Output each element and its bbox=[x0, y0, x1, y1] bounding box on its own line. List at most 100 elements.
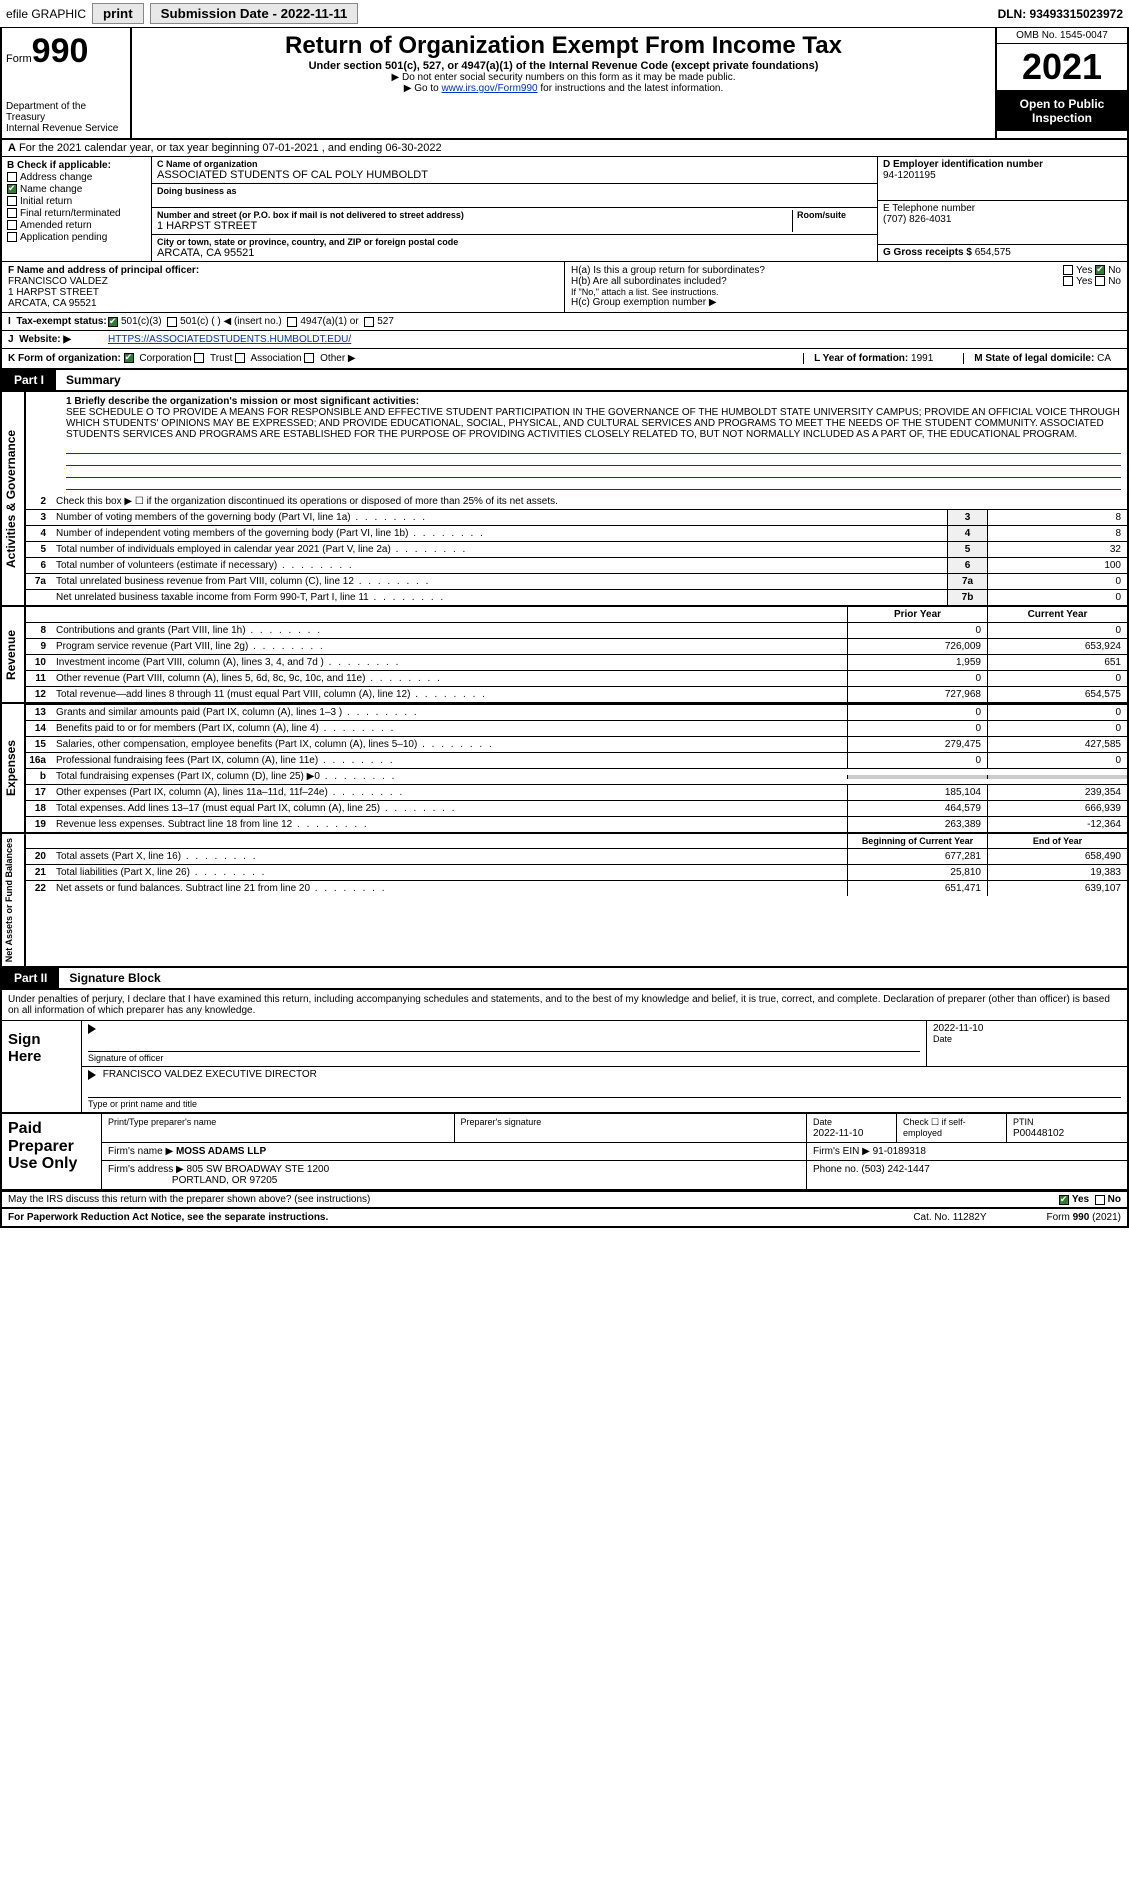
org-name: ASSOCIATED STUDENTS OF CAL POLY HUMBOLDT bbox=[157, 169, 872, 181]
expenses-section: Expenses 13Grants and similar amounts pa… bbox=[0, 704, 1129, 834]
officer-print-name: FRANCISCO VALDEZ EXECUTIVE DIRECTOR bbox=[103, 1069, 317, 1080]
sign-date: 2022-11-10 bbox=[933, 1023, 1121, 1034]
preparer-date: 2022-11-10 bbox=[813, 1128, 863, 1139]
cb-4947[interactable] bbox=[287, 317, 297, 327]
year-formation: 1991 bbox=[911, 353, 933, 364]
gov-row: 5Total number of individuals employed in… bbox=[26, 541, 1127, 557]
form-number: Form990 bbox=[6, 32, 126, 71]
vlabel-revenue: Revenue bbox=[2, 607, 26, 702]
gross-receipts: 654,575 bbox=[975, 247, 1011, 258]
data-row: 17Other expenses (Part IX, column (A), l… bbox=[26, 784, 1127, 800]
cb-other[interactable] bbox=[304, 353, 314, 363]
officer-name: FRANCISCO VALDEZ bbox=[8, 276, 108, 287]
data-row: 16aProfessional fundraising fees (Part I… bbox=[26, 752, 1127, 768]
cb-527[interactable] bbox=[364, 317, 374, 327]
cb-amended[interactable]: Amended return bbox=[7, 220, 146, 231]
dept-treasury: Department of the Treasury bbox=[6, 101, 126, 123]
discuss-row: May the IRS discuss this return with the… bbox=[0, 1191, 1129, 1209]
vlabel-expenses: Expenses bbox=[2, 704, 26, 832]
tax-year: 2021 bbox=[997, 44, 1127, 91]
firm-phone: (503) 242-1447 bbox=[861, 1164, 929, 1175]
cb-501c3[interactable] bbox=[108, 317, 118, 327]
form-note-ssn: ▶ Do not enter social security numbers o… bbox=[140, 72, 987, 83]
cb-association[interactable] bbox=[235, 353, 245, 363]
cb-discuss-yes[interactable] bbox=[1059, 1195, 1069, 1205]
cb-discuss-no[interactable] bbox=[1095, 1195, 1105, 1205]
cb-initial-return[interactable]: Initial return bbox=[7, 196, 146, 207]
data-row: 19Revenue less expenses. Subtract line 1… bbox=[26, 816, 1127, 832]
phone: (707) 826-4031 bbox=[883, 214, 951, 225]
gov-row: 4Number of independent voting members of… bbox=[26, 525, 1127, 541]
line-j-website: J Website: ▶ HTTPS://ASSOCIATEDSTUDENTS.… bbox=[0, 331, 1129, 349]
activities-governance-section: Activities & Governance 1 Briefly descri… bbox=[0, 392, 1129, 607]
footer-pra: For Paperwork Reduction Act Notice, see … bbox=[0, 1209, 1129, 1228]
open-to-public: Open to Public Inspection bbox=[997, 91, 1127, 131]
two-col-header: Prior Year Current Year bbox=[26, 607, 1127, 622]
data-row: 12Total revenue—add lines 8 through 11 (… bbox=[26, 686, 1127, 702]
gov-row: 2Check this box ▶ ☐ if the organization … bbox=[26, 494, 1127, 509]
data-row: 13Grants and similar amounts paid (Part … bbox=[26, 704, 1127, 720]
firm-addr2: PORTLAND, OR 97205 bbox=[172, 1175, 277, 1186]
data-row: 18Total expenses. Add lines 13–17 (must … bbox=[26, 800, 1127, 816]
cb-501c[interactable] bbox=[167, 317, 177, 327]
data-row: 14Benefits paid to or for members (Part … bbox=[26, 720, 1127, 736]
data-row: bTotal fundraising expenses (Part IX, co… bbox=[26, 768, 1127, 784]
section-c: C Name of organization ASSOCIATED STUDEN… bbox=[152, 157, 877, 261]
irs-link[interactable]: www.irs.gov/Form990 bbox=[441, 83, 537, 94]
mission-blank-lines bbox=[26, 442, 1127, 494]
vlabel-governance: Activities & Governance bbox=[2, 392, 26, 605]
data-row: 9Program service revenue (Part VIII, lin… bbox=[26, 638, 1127, 654]
vlabel-net: Net Assets or Fund Balances bbox=[2, 834, 26, 966]
gov-row: 3Number of voting members of the governi… bbox=[26, 509, 1127, 525]
dept-irs: Internal Revenue Service bbox=[6, 123, 126, 134]
gov-row: Net unrelated business taxable income fr… bbox=[26, 589, 1127, 605]
net-assets-section: Net Assets or Fund Balances Beginning of… bbox=[0, 834, 1129, 968]
gov-row: 7aTotal unrelated business revenue from … bbox=[26, 573, 1127, 589]
data-row: 22Net assets or fund balances. Subtract … bbox=[26, 880, 1127, 896]
form-subtitle: Under section 501(c), 527, or 4947(a)(1)… bbox=[140, 60, 987, 72]
gov-row: 6Total number of volunteers (estimate if… bbox=[26, 557, 1127, 573]
paid-preparer-block: Paid Preparer Use Only Print/Type prepar… bbox=[0, 1114, 1129, 1191]
data-row: 10Investment income (Part VIII, column (… bbox=[26, 654, 1127, 670]
revenue-section: Revenue Prior Year Current Year 8Contrib… bbox=[0, 607, 1129, 704]
data-row: 20Total assets (Part X, line 16)677,2816… bbox=[26, 848, 1127, 864]
omb-number: OMB No. 1545-0047 bbox=[997, 28, 1127, 44]
form-note-link: ▶ Go to www.irs.gov/Form990 for instruct… bbox=[140, 83, 987, 94]
print-button[interactable]: print bbox=[92, 3, 144, 24]
cb-application-pending[interactable]: Application pending bbox=[7, 232, 146, 243]
org-street: 1 HARPST STREET bbox=[157, 220, 792, 232]
data-row: 21Total liabilities (Part X, line 26)25,… bbox=[26, 864, 1127, 880]
top-toolbar: efile GRAPHIC print Submission Date - 20… bbox=[0, 0, 1129, 28]
line-k-l-m: K Form of organization: Corporation Trus… bbox=[0, 349, 1129, 370]
org-city: ARCATA, CA 95521 bbox=[157, 247, 872, 259]
cb-address-change[interactable]: Address change bbox=[7, 172, 146, 183]
sign-here-block: Sign Here Signature of officer 2022-11-1… bbox=[0, 1020, 1129, 1114]
entity-block: B Check if applicable: Address change Na… bbox=[0, 157, 1129, 262]
cb-trust[interactable] bbox=[194, 353, 204, 363]
firm-addr1: 805 SW BROADWAY STE 1200 bbox=[187, 1164, 330, 1175]
dln-label: DLN: 93493315023972 bbox=[998, 7, 1123, 21]
ein: 94-1201195 bbox=[883, 170, 936, 181]
cb-name-change[interactable]: Name change bbox=[7, 184, 146, 195]
net-col-header: Beginning of Current Year End of Year bbox=[26, 834, 1127, 848]
cb-final-return[interactable]: Final return/terminated bbox=[7, 208, 146, 219]
submission-date-button[interactable]: Submission Date - 2022-11-11 bbox=[150, 3, 359, 24]
website-link[interactable]: HTTPS://ASSOCIATEDSTUDENTS.HUMBOLDT.EDU/ bbox=[108, 334, 351, 345]
section-h: H(a) Is this a group return for subordin… bbox=[565, 262, 1127, 312]
form-header: Form990 Department of the Treasury Inter… bbox=[0, 28, 1129, 140]
form-title: Return of Organization Exempt From Incom… bbox=[140, 32, 987, 60]
data-row: 15Salaries, other compensation, employee… bbox=[26, 736, 1127, 752]
firm-ein: 91-0189318 bbox=[873, 1146, 926, 1157]
section-b-checkboxes: B Check if applicable: Address change Na… bbox=[2, 157, 152, 261]
cb-corporation[interactable] bbox=[124, 353, 134, 363]
mission-block: 1 Briefly describe the organization's mi… bbox=[26, 392, 1127, 442]
part-ii-header: Part II Signature Block bbox=[0, 968, 1129, 990]
section-d-e-g: D Employer identification number 94-1201… bbox=[877, 157, 1127, 261]
form-footer: Form 990 (2021) bbox=[1047, 1212, 1121, 1223]
arrow-icon bbox=[88, 1024, 96, 1034]
signature-intro: Under penalties of perjury, I declare th… bbox=[0, 990, 1129, 1020]
firm-name: MOSS ADAMS LLP bbox=[176, 1146, 266, 1157]
mission-text: SEE SCHEDULE O TO PROVIDE A MEANS FOR RE… bbox=[66, 407, 1121, 440]
data-row: 11Other revenue (Part VIII, column (A), … bbox=[26, 670, 1127, 686]
cat-no: Cat. No. 11282Y bbox=[913, 1212, 986, 1223]
